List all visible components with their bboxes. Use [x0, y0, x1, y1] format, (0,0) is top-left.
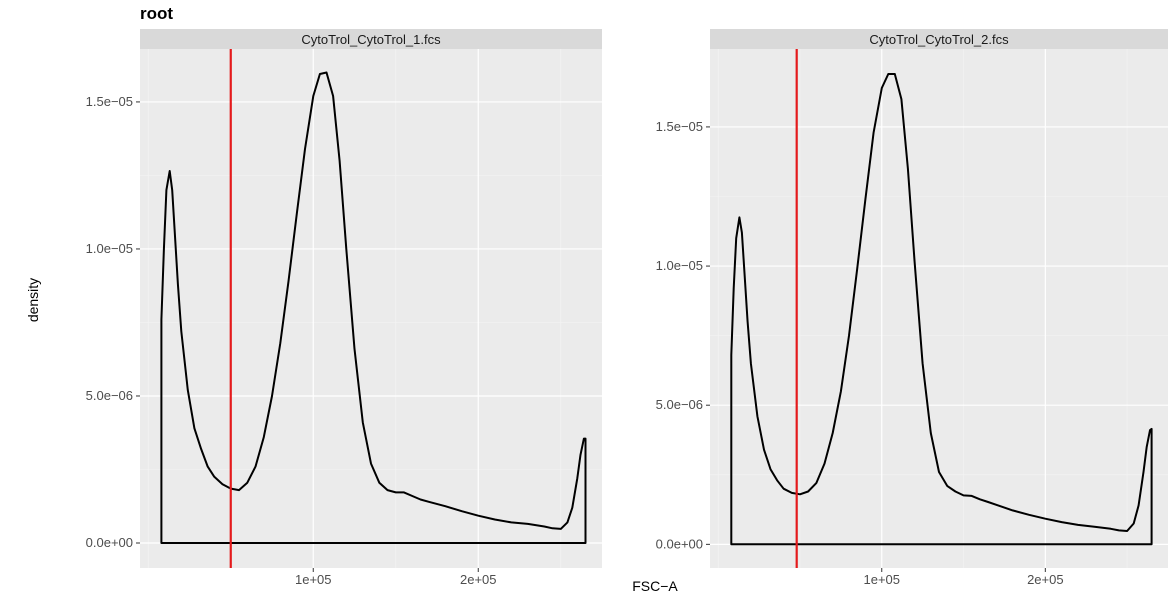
x-axis-1: 1e+05 2e+05 — [295, 568, 497, 587]
y-tick-label: 0.0e+00 — [656, 536, 703, 551]
y-tick-label: 1.0e−05 — [656, 258, 703, 273]
x-axis-2: 1e+05 2e+05 — [863, 568, 1064, 587]
facet-strip-label-1: CytoTrol_CytoTrol_1.fcs — [301, 32, 441, 47]
y-tick-label: 5.0e−06 — [86, 388, 133, 403]
y-tick-label: 0.0e+00 — [86, 535, 133, 550]
density-marks-1 — [160, 49, 587, 568]
y-tick-label: 1.5e−05 — [656, 119, 703, 134]
facet-strip-label-2: CytoTrol_CytoTrol_2.fcs — [869, 32, 1009, 47]
panel-background-2 — [710, 49, 1168, 568]
x-tick-label: 1e+05 — [295, 572, 332, 587]
facet-strip-2 — [710, 29, 1168, 49]
facet-strip-1 — [140, 29, 602, 49]
y-tick-label: 1.0e−05 — [86, 241, 133, 256]
y-axis-2: 0.0e+00 5.0e−06 1.0e−05 1.5e−05 — [656, 119, 710, 551]
x-tick-label: 2e+05 — [1027, 572, 1064, 587]
density-curve — [160, 71, 587, 544]
facet-panel-1: CytoTrol_CytoTrol_1.fcs 0.0e+00 5.0e−06 1.… — [86, 29, 602, 587]
x-axis-title: FSC−A — [632, 578, 678, 594]
y-tick-label: 5.0e−06 — [656, 397, 703, 412]
x-tick-label: 1e+05 — [863, 572, 900, 587]
density-marks-2 — [730, 49, 1153, 568]
y-axis-1: 0.0e+00 5.0e−06 1.0e−05 1.5e−05 — [86, 94, 140, 550]
facet-panel-2: CytoTrol_CytoTrol_2.fcs 0.0e+00 5.0e−06 1.… — [656, 29, 1168, 587]
x-tick-label: 2e+05 — [460, 572, 497, 587]
y-tick-label: 1.5e−05 — [86, 94, 133, 109]
y-axis-title: density — [25, 278, 41, 322]
panel-background-1 — [140, 49, 602, 568]
density-curve — [730, 73, 1153, 546]
chart-title: root — [140, 4, 173, 23]
